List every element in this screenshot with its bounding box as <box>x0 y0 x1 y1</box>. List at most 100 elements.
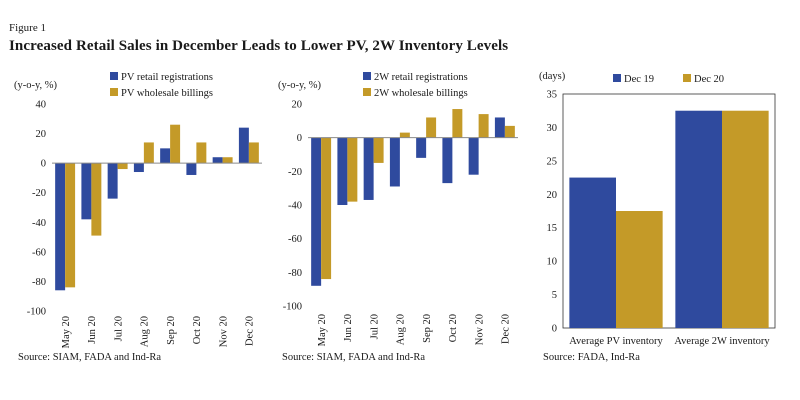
2w-y-tick-label: -40 <box>288 201 302 212</box>
2w-bar-2 <box>504 125 515 138</box>
pv-y-tick-label: -20 <box>32 188 46 199</box>
inventory-y-tick-label: 30 <box>547 123 558 134</box>
2w-bar-1 <box>468 137 479 175</box>
inventory-y-tick-label: 10 <box>547 257 558 268</box>
2w-legend-swatch-2 <box>363 88 371 96</box>
inventory-legend-swatch-1 <box>613 74 621 82</box>
2w-y-tick-label: -20 <box>288 167 302 178</box>
pv-bar-1 <box>133 163 144 173</box>
2w-bar-2 <box>321 137 332 280</box>
inventory-chart-source: Source: FADA, Ind-Ra <box>543 352 640 363</box>
2w-bar-1 <box>416 137 427 158</box>
pv-bar-1 <box>81 163 92 220</box>
2w-legend-label-1: 2W retail registrations <box>374 72 468 83</box>
inventory-chart-svg: (days) Dec 19 Dec 20 0 5 10 15 20 25 30 35 Average … <box>539 71 776 347</box>
pv-x-tick-label: Jun 20 <box>87 316 98 344</box>
pv-y-tick-label: 40 <box>36 100 47 111</box>
pv-x-tick-label: Jul 20 <box>113 316 124 341</box>
2w-bar-2 <box>347 137 358 202</box>
2w-bar-1 <box>442 137 453 184</box>
2w-y-tick-label: 20 <box>292 100 303 111</box>
2w-bar-1 <box>337 137 348 205</box>
2w-x-tick-label: Aug 20 <box>396 314 407 345</box>
inventory-bar-2 <box>616 211 663 328</box>
pv-bar-1 <box>55 163 66 291</box>
pv-x-tick-label: Oct 20 <box>192 316 203 344</box>
pv-bar-2 <box>170 124 181 164</box>
inventory-legend-swatch-2 <box>683 74 691 82</box>
2w-x-tick-label: Jun 20 <box>343 314 354 342</box>
2w-legend-swatch-1 <box>363 72 371 80</box>
inventory-legend-label-1: Dec 19 <box>624 74 654 85</box>
inventory-y-tick-label: 25 <box>547 156 558 167</box>
inventory-bar-1 <box>569 177 616 328</box>
inventory-y-tick-label: 0 <box>552 324 557 335</box>
pv-bar-2 <box>65 163 76 288</box>
pv-bar-2 <box>91 163 102 236</box>
pv-bar-1 <box>186 163 197 175</box>
figure-label: Figure 1 <box>9 22 46 34</box>
pv-y-tick-label: -40 <box>32 218 46 229</box>
2w-bar-1 <box>389 137 400 187</box>
2w-bar-1 <box>311 137 322 286</box>
2w-y-tick-label: -80 <box>288 268 302 279</box>
inventory-plot-frame <box>562 93 776 329</box>
pv-y-tick-label: -80 <box>32 277 46 288</box>
2w-legend-label-2: 2W wholesale billings <box>374 88 468 99</box>
pv-bar-1 <box>212 157 223 164</box>
pv-x-tick-label: Nov 20 <box>218 316 229 347</box>
pv-legend-swatch-1 <box>110 72 118 80</box>
pv-bar-2 <box>143 142 154 164</box>
pv-x-tick-label: Dec 20 <box>245 316 256 346</box>
2w-bar-2 <box>399 132 410 138</box>
inventory-bar-2 <box>722 110 769 328</box>
inventory-y-tick-label: 5 <box>552 290 557 301</box>
pv-y-tick-label: -100 <box>27 307 46 318</box>
pv-bar-1 <box>238 127 249 164</box>
2w-bar-2 <box>478 114 489 138</box>
inventory-y-tick-label: 20 <box>547 190 558 201</box>
2w-unit-label: (y-o-y, %) <box>278 80 322 91</box>
pv-bar-2 <box>196 142 207 164</box>
2w-y-tick-label: -60 <box>288 234 302 245</box>
inventory-y-tick-label: 15 <box>547 223 558 234</box>
inventory-x-tick-label: Average PV inventory <box>569 336 663 347</box>
pv-bar-1 <box>160 148 171 164</box>
2w-bar-1 <box>494 117 505 138</box>
inventory-legend-label-2: Dec 20 <box>694 74 724 85</box>
2w-sales-chart: (y-o-y, %) 2W retail registrations 2W whol… <box>270 66 532 372</box>
2w-sales-chart-svg: (y-o-y, %) 2W retail registrations 2W whol… <box>278 72 518 346</box>
figure-title: Increased Retail Sales in December Leads… <box>9 38 509 54</box>
pv-y-tick-label: 0 <box>41 159 46 170</box>
2w-y-tick-label: -100 <box>283 302 302 313</box>
2w-x-tick-label: May 20 <box>317 314 328 346</box>
2w-x-tick-label: Dec 20 <box>501 314 512 344</box>
pv-sales-chart-svg: (y-o-y, %) PV retail registrations PV whol… <box>14 72 262 348</box>
pv-unit-label: (y-o-y, %) <box>14 80 58 91</box>
2w-bar-2 <box>452 109 463 138</box>
2w-bar-2 <box>426 117 437 138</box>
inventory-bar-1 <box>675 110 722 328</box>
2w-bar-1 <box>363 137 374 200</box>
inventory-y-tick-label: 35 <box>547 90 558 101</box>
2w-bar-2 <box>373 137 384 163</box>
2w-y-tick-label: 0 <box>297 133 302 144</box>
2w-x-tick-label: Jul 20 <box>369 314 380 339</box>
2w-x-tick-label: Nov 20 <box>474 314 485 345</box>
inventory-chart: (days) Dec 19 Dec 20 0 5 10 15 20 25 30 35 Average … <box>533 66 800 372</box>
pv-legend-label-1: PV retail registrations <box>121 72 213 83</box>
pv-bar-2 <box>222 157 233 164</box>
pv-legend-label-2: PV wholesale billings <box>121 88 213 99</box>
2w-x-tick-label: Oct 20 <box>448 314 459 342</box>
pv-bar-2 <box>117 163 128 170</box>
pv-bar-2 <box>248 142 259 164</box>
inventory-x-tick-label: Average 2W inventory <box>674 336 770 347</box>
pv-sales-chart: (y-o-y, %) PV retail registrations PV whol… <box>0 66 268 372</box>
pv-y-tick-label: -60 <box>32 247 46 258</box>
pv-chart-source: Source: SIAM, FADA and Ind-Ra <box>18 352 162 363</box>
pv-legend-swatch-2 <box>110 88 118 96</box>
inventory-unit-label: (days) <box>539 71 566 82</box>
pv-bar-1 <box>107 163 118 199</box>
pv-y-tick-label: 20 <box>36 129 47 140</box>
2w-x-tick-label: Sep 20 <box>422 314 433 343</box>
